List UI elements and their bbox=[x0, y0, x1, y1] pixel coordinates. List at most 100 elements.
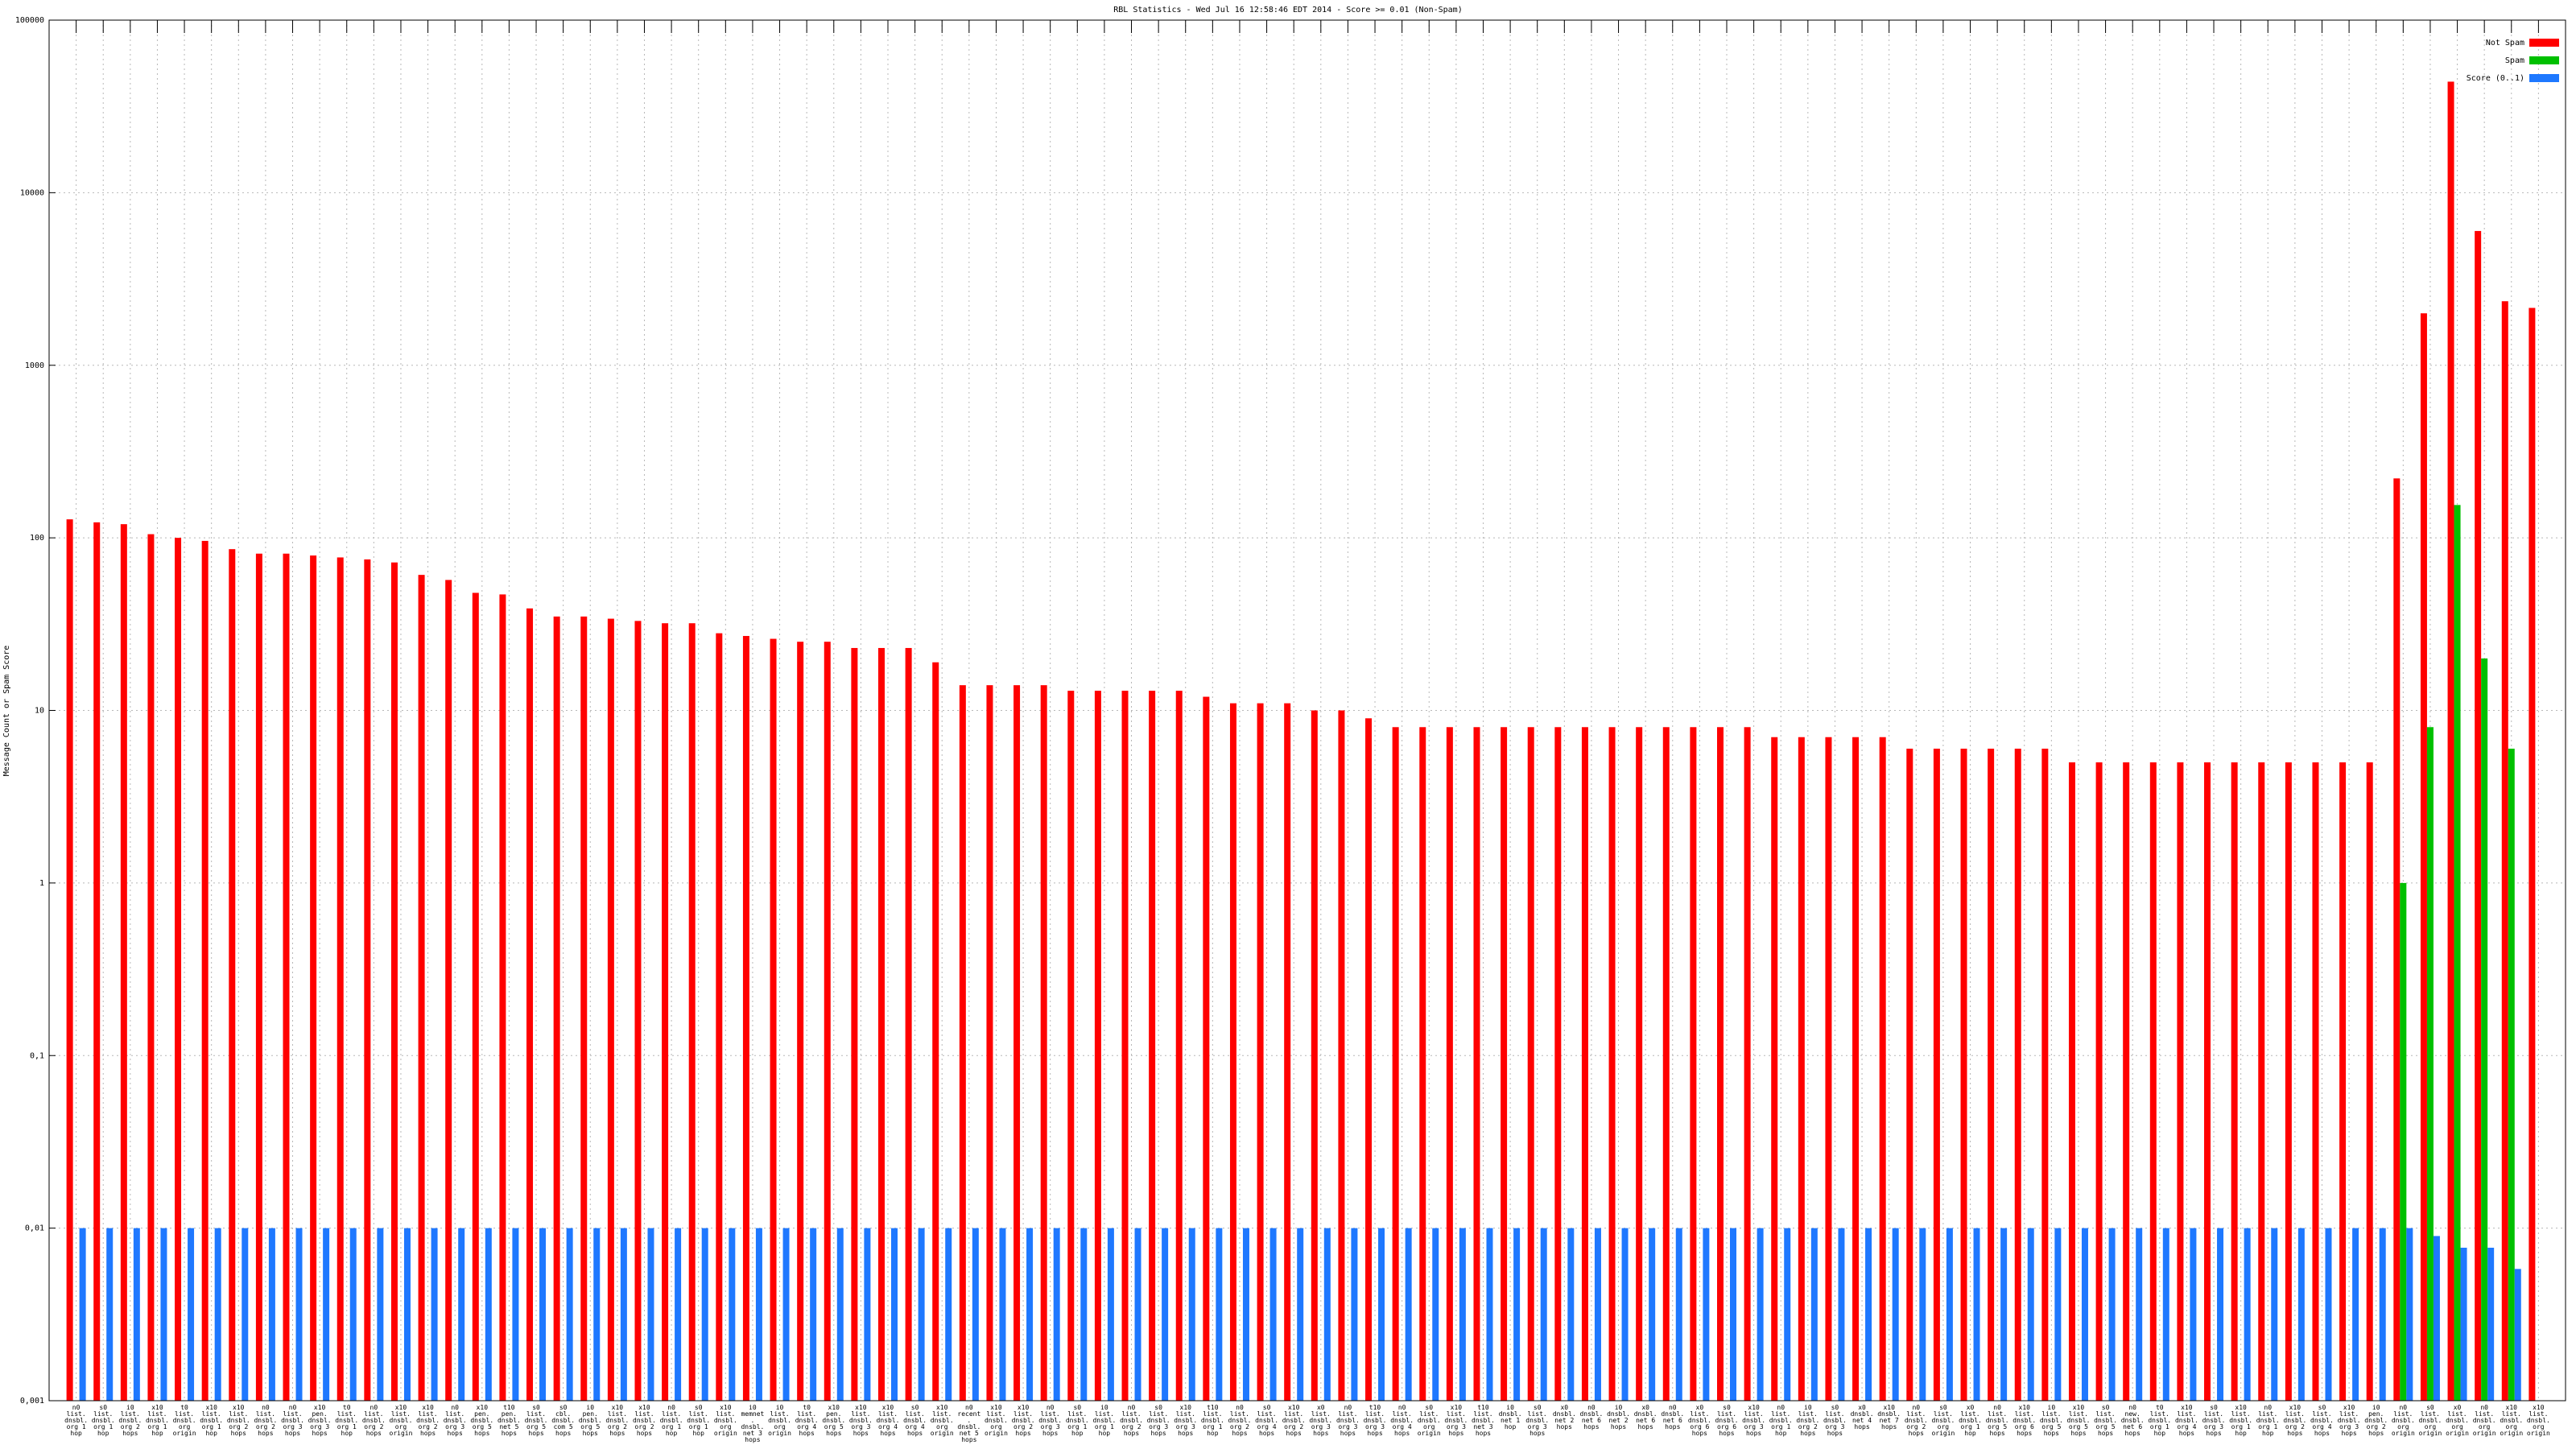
bar bbox=[2285, 762, 2292, 1401]
bar bbox=[1784, 1228, 1791, 1401]
bar bbox=[1906, 749, 1913, 1401]
bar bbox=[2514, 1269, 2521, 1401]
x-tick-label: s0 list. dnsbl. org 4 hops bbox=[2310, 1405, 2334, 1437]
bar bbox=[1852, 737, 1860, 1401]
bar bbox=[593, 1228, 601, 1401]
bar bbox=[1798, 737, 1805, 1401]
bar bbox=[283, 553, 290, 1401]
x-tick-label: i0 list. dnsbl. org 5 hops bbox=[2039, 1405, 2063, 1437]
legend-swatch bbox=[2529, 39, 2559, 47]
x-tick-label: x0 list. dnsbl. org 6 hops bbox=[1687, 1405, 1711, 1437]
y-tick-label: 100 bbox=[30, 534, 44, 543]
bar bbox=[1608, 727, 1616, 1401]
x-tick-label: n0 list. dnsbl. org 3 hops bbox=[1038, 1405, 1063, 1437]
bar bbox=[201, 540, 208, 1402]
x-tick-label: i0 list. dnsbl. org origin bbox=[768, 1405, 791, 1437]
bar bbox=[336, 557, 344, 1402]
bar bbox=[472, 592, 479, 1401]
y-tick-label: 0,001 bbox=[20, 1397, 44, 1406]
bar bbox=[1459, 1228, 1466, 1401]
x-tick-label: x10 pen. dnsbl. org 3 hops bbox=[308, 1405, 332, 1437]
bar bbox=[1242, 1228, 1249, 1401]
bar bbox=[2123, 762, 2130, 1401]
bar bbox=[79, 1228, 86, 1401]
bar bbox=[2244, 1228, 2251, 1401]
bar bbox=[2501, 301, 2508, 1401]
x-tick-label: x10 pen. dnsbl. org 5 hops bbox=[470, 1405, 494, 1437]
x-tick-label: t0 list. dnsbl. org origin bbox=[172, 1405, 196, 1437]
bar bbox=[2271, 1228, 2278, 1401]
bar bbox=[1067, 691, 1075, 1401]
y-axis-label: Message Count or Spam Score bbox=[2, 646, 11, 777]
x-tick-label: i0 dnsbl. net 1 hop bbox=[1498, 1405, 1522, 1430]
bar bbox=[864, 1228, 871, 1401]
y-tick-label: 1 bbox=[39, 879, 44, 888]
x-tick-label: n0 list. dnsbl. org 2 hops bbox=[254, 1405, 278, 1437]
bar bbox=[323, 1228, 330, 1401]
x-tick-label: x0 dnsbl. net 6 hops bbox=[1633, 1405, 1657, 1430]
bar bbox=[1311, 710, 1318, 1401]
bar bbox=[986, 685, 993, 1401]
x-tick-label: x10 list. dnsbl. org 2 hops bbox=[1011, 1405, 1035, 1437]
x-tick-label: n0 list. dnsbl. org 2 hops bbox=[1120, 1405, 1143, 1437]
bar bbox=[647, 1228, 654, 1401]
bar bbox=[1501, 727, 1508, 1401]
bar bbox=[1717, 727, 1724, 1401]
x-tick-label: s0 list. dnsbl. org 6 hops bbox=[1715, 1405, 1739, 1437]
bar bbox=[1690, 727, 1697, 1401]
bar bbox=[2014, 749, 2021, 1401]
bar bbox=[1621, 1228, 1629, 1401]
bar bbox=[499, 594, 506, 1401]
x-tick-label: s0 list. dnsbl. org origin bbox=[1931, 1405, 1955, 1437]
x-tick-label: t10 pen. dnsbl. net 5 hops bbox=[497, 1405, 521, 1437]
bar bbox=[2162, 1228, 2169, 1401]
bar bbox=[662, 623, 669, 1401]
y-tick-label: 10000 bbox=[20, 188, 44, 197]
x-tick-label: n0 list. dnsbl. org 1 hop bbox=[659, 1405, 683, 1437]
bar bbox=[1513, 1228, 1521, 1401]
bar bbox=[1392, 727, 1399, 1401]
x-tick-label: i0 pen. dnsbl. org 5 hops bbox=[578, 1405, 602, 1437]
x-tick-label: t0 list. dnsbl. org 1 hop bbox=[2148, 1405, 2172, 1437]
bar bbox=[93, 522, 101, 1401]
x-tick-label: t10 list. dnsbl. org 1 hop bbox=[1200, 1405, 1224, 1437]
x-tick-label: n0 recent. dnsbl. net 5 hops bbox=[957, 1405, 981, 1443]
x-tick-label: x10 list. dnsbl. org 1 hop bbox=[145, 1405, 169, 1437]
x-tick-label: x10 list. dnsbl. org 2 hops bbox=[2283, 1405, 2307, 1437]
bar bbox=[2000, 1228, 2008, 1401]
bar bbox=[1053, 1228, 1060, 1401]
bar bbox=[891, 1228, 898, 1401]
bar bbox=[1473, 727, 1480, 1401]
bar bbox=[1554, 727, 1562, 1401]
x-tick-label: s0 list. dnsbl. org origin bbox=[1417, 1405, 1441, 1437]
x-tick-label: x10 list. dnsbl. org 4 hops bbox=[876, 1405, 900, 1437]
bar bbox=[1405, 1228, 1412, 1401]
x-tick-label: x10 list. dnsbl. org 2 hops bbox=[605, 1405, 630, 1437]
bar bbox=[512, 1228, 519, 1401]
legend-swatch bbox=[2529, 56, 2559, 64]
bar bbox=[229, 549, 236, 1401]
x-tick-label: x10 list. dnsbl. org origin bbox=[389, 1405, 413, 1437]
x-tick-label: x10 list. dnsbl. org 3 hops bbox=[2337, 1405, 2361, 1437]
x-tick-label: t0 list. dnsbl. org 4 hops bbox=[795, 1405, 819, 1437]
x-tick-label: x10 list. dnsbl. org 1 hop bbox=[200, 1405, 224, 1437]
bar bbox=[1946, 1228, 1953, 1401]
x-tick-label: n0 list. dnsbl. org 4 hops bbox=[1390, 1405, 1414, 1437]
bar bbox=[1149, 691, 1156, 1401]
bar bbox=[729, 1228, 736, 1401]
bar bbox=[1216, 1228, 1223, 1401]
bar bbox=[2297, 1228, 2305, 1401]
bar bbox=[2475, 230, 2482, 1401]
bar bbox=[2081, 1228, 2088, 1401]
bar bbox=[1757, 1228, 1764, 1401]
bar bbox=[688, 623, 696, 1401]
bar bbox=[403, 1228, 411, 1401]
bar bbox=[1378, 1228, 1385, 1401]
bar bbox=[1094, 691, 1101, 1401]
legend-label: Score (0..1) bbox=[2467, 74, 2524, 83]
x-tick-label: s0 list. dnsbl. org 1 hop bbox=[1065, 1405, 1089, 1437]
bar bbox=[2508, 749, 2515, 1401]
bar bbox=[133, 1228, 140, 1401]
x-tick-label: i0 list. dnsbl. org 2 hops bbox=[118, 1405, 142, 1437]
